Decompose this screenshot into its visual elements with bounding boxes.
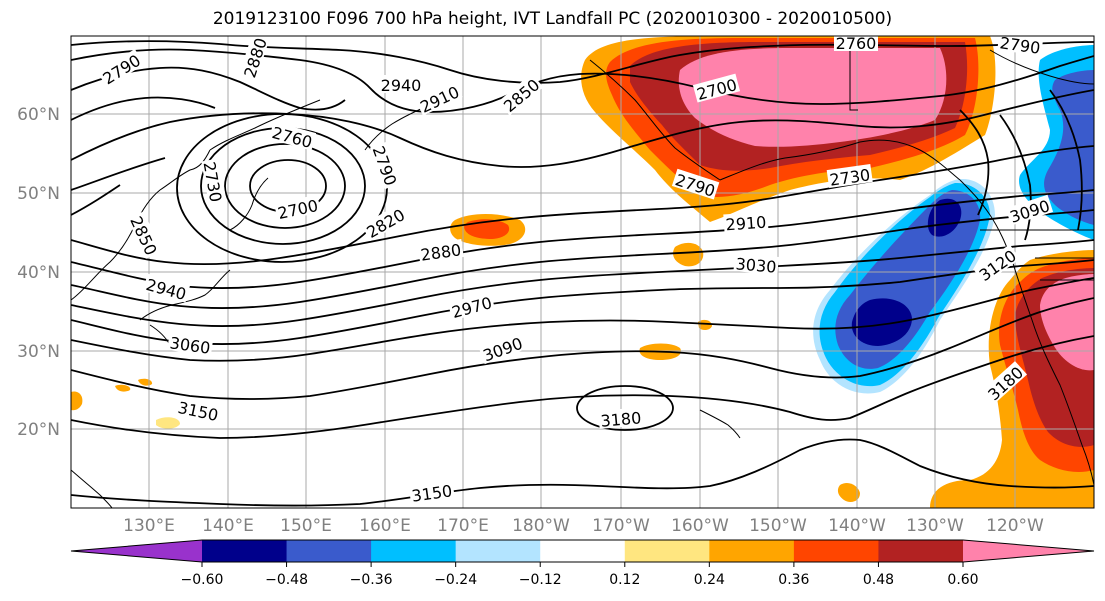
colorbar-tick-label: −0.48 bbox=[265, 572, 308, 588]
ivt-shading-layer bbox=[71, 36, 1094, 508]
colorbar-swatch bbox=[878, 540, 964, 562]
colorbar-ticks: −0.60 −0.48 −0.36 −0.24 −0.12 0.12 0.24 0.36 0.4… bbox=[181, 562, 979, 588]
lon-label: 180°W bbox=[512, 516, 570, 536]
map-title: 2019123100 F096 700 hPa height, IVT Land… bbox=[212, 9, 893, 29]
lon-label: 150°W bbox=[749, 516, 807, 536]
height-contours bbox=[71, 40, 1094, 507]
contour-label: 3030 bbox=[735, 254, 777, 276]
colorbar-tick-label: 0.12 bbox=[609, 572, 640, 588]
colorbar-tick-label: 0.60 bbox=[947, 572, 978, 588]
positive-anomaly-spot-south bbox=[156, 417, 180, 429]
lon-label: 120°W bbox=[986, 516, 1044, 536]
contour-label: 2760 bbox=[836, 34, 877, 53]
lon-label: 170°W bbox=[592, 516, 650, 536]
lon-label: 170°E bbox=[437, 516, 489, 536]
colorbar-tick-label: 0.36 bbox=[778, 572, 809, 588]
colorbar-extend-min bbox=[71, 540, 202, 562]
lon-label: 140°E bbox=[202, 516, 254, 536]
colorbar-tick-label: 0.48 bbox=[863, 572, 894, 588]
colorbar bbox=[70, 539, 1095, 563]
lon-label: 140°W bbox=[828, 516, 886, 536]
colorbar-swatch bbox=[709, 540, 795, 562]
contour-label: 2940 bbox=[381, 76, 422, 95]
lat-label: 60°N bbox=[17, 105, 60, 125]
colorbar-swatch bbox=[540, 540, 626, 562]
lon-label: 150°E bbox=[280, 516, 332, 536]
colorbar-tick-label: 0.24 bbox=[694, 572, 725, 588]
positive-anomaly-spot-160w bbox=[673, 242, 704, 267]
colorbar-tick-label: −0.24 bbox=[434, 572, 477, 588]
negative-anomaly-navy-north bbox=[927, 198, 962, 237]
contour-label: 3180 bbox=[600, 408, 642, 430]
latitude-labels: 60°N 50°N 40°N 30°N 20°N bbox=[17, 105, 60, 440]
positive-anomaly-spot-160w-small bbox=[698, 319, 712, 331]
colorbar-swatch bbox=[624, 540, 710, 562]
lat-label: 40°N bbox=[17, 263, 60, 283]
lon-label: 130°E bbox=[123, 516, 175, 536]
gridlines bbox=[71, 36, 1094, 508]
positive-anomaly-california-pink bbox=[1040, 274, 1094, 371]
lon-label: 160°E bbox=[359, 516, 411, 536]
contour-label: 2910 bbox=[725, 213, 767, 235]
coastlines bbox=[71, 36, 1094, 508]
positive-anomaly-spot-170e-core bbox=[464, 219, 510, 239]
lat-label: 50°N bbox=[17, 184, 60, 204]
colorbar-swatch bbox=[286, 540, 372, 562]
lat-label: 20°N bbox=[17, 420, 60, 440]
positive-anomaly-spot-140w bbox=[837, 482, 860, 502]
negative-anomaly-navy-south bbox=[851, 298, 912, 346]
positive-anomaly-spot-japan-2 bbox=[115, 384, 131, 392]
colorbar-tick-label: −0.60 bbox=[181, 572, 224, 588]
colorbar-swatch bbox=[202, 540, 288, 562]
lat-label: 30°N bbox=[17, 342, 60, 362]
colorbar-tick-label: −0.36 bbox=[350, 572, 393, 588]
longitude-labels: 130°E 140°E 150°E 160°E 170°E 180°W 170°… bbox=[123, 516, 1044, 536]
colorbar-extend-max bbox=[963, 540, 1094, 562]
colorbar-swatch bbox=[371, 540, 457, 562]
lon-label: 160°W bbox=[671, 516, 729, 536]
colorbar-swatch bbox=[793, 540, 879, 562]
colorbar-tick-label: −0.12 bbox=[519, 572, 562, 588]
lon-label: 130°W bbox=[906, 516, 964, 536]
positive-anomaly-spot-west-edge bbox=[71, 391, 83, 411]
colorbar-swatch bbox=[455, 540, 541, 562]
map-frame bbox=[70, 35, 1095, 509]
